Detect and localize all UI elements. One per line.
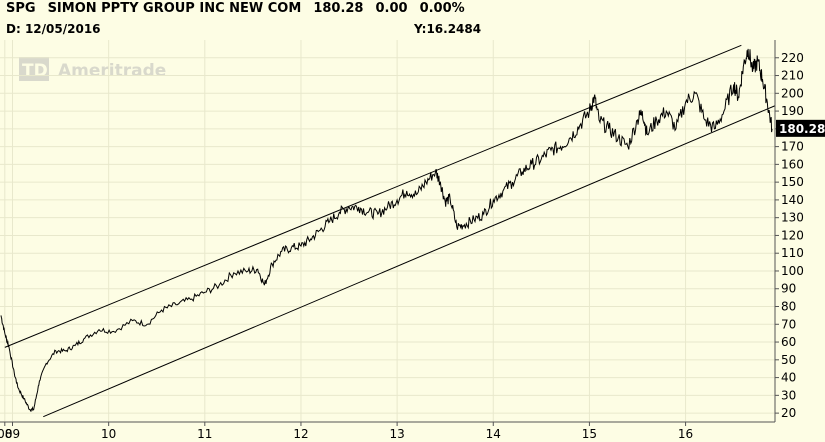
y-axis: 20 30 40 50 60 70 80 90 100 110 120 130 140 150 160 170… (775, 51, 804, 420)
date-readout: D: 12/05/2016 (6, 22, 101, 36)
y-tick-label: 90 (781, 282, 796, 296)
grid (0, 40, 775, 422)
watermark-logo: TD (22, 61, 48, 81)
y-tick-label: 40 (781, 371, 796, 385)
x-tick-label: 10 (101, 427, 116, 441)
price-change: 0.00 (375, 1, 408, 16)
quote-line: SPG SIMON PPTY GROUP INC NEW COM 180.28 0.0… (6, 1, 477, 16)
y-tick-label: 170 (781, 140, 804, 154)
y-tick-label: 220 (781, 51, 804, 65)
last-price-tag-value: 180.28 (779, 122, 825, 136)
y-tick-label: 130 (781, 211, 804, 225)
watermark-text: Ameritrade (58, 61, 166, 81)
channel-line-lower (43, 105, 776, 418)
broker-watermark: TD Ameritrade (19, 57, 166, 81)
price-series (0, 48, 773, 412)
x-tick-label: 08 (0, 427, 12, 441)
last-price-tag-box (776, 119, 825, 137)
y-tick-label: 80 (781, 300, 796, 314)
y-tick-label: 70 (781, 317, 796, 331)
company-name: SIMON PPTY GROUP INC NEW COM (47, 1, 302, 16)
y-tick-label: 140 (781, 193, 804, 207)
last-price: 180.28 (313, 1, 364, 16)
x-tick-label: 09 (5, 427, 20, 441)
y-tick-label: 150 (781, 175, 804, 189)
y-tick-label: 190 (781, 104, 804, 118)
y-tick-label: 120 (781, 228, 804, 242)
y-tick-label: 20 (781, 406, 796, 420)
y-tick-label: 210 (781, 69, 804, 83)
watermark-logo-box (19, 57, 49, 81)
x-tick-label: 12 (293, 427, 308, 441)
y-tick-label: 30 (781, 388, 796, 402)
x-tick-label: 13 (389, 427, 404, 441)
y-tick-label: 60 (781, 335, 796, 349)
x-tick-label: 16 (678, 427, 693, 441)
y-tick-label: 200 (781, 86, 804, 100)
y-tick-label: 110 (781, 246, 804, 260)
price-change-pct: 0.00% (419, 1, 465, 16)
date-label: D: (6, 22, 21, 36)
price-line (0, 48, 773, 412)
last-price-tag: 180.28 (776, 119, 825, 137)
chart-header: SPG SIMON PPTY GROUP INC NEW COM 180.28 0.0… (6, 1, 477, 36)
symbol: SPG (6, 1, 36, 16)
y-tick-label: 160 (781, 157, 804, 171)
y-tick-label: 50 (781, 353, 796, 367)
trend-channel (4, 44, 776, 418)
x-tick-label: 11 (197, 427, 212, 441)
y-tick-label: 100 (781, 264, 804, 278)
x-tick-label: 15 (582, 427, 597, 441)
x-tick-label: 14 (486, 427, 501, 441)
date-value: 12/05/2016 (24, 22, 101, 36)
y-readout: Y:16.2484 (414, 22, 482, 36)
channel-line-upper (4, 44, 742, 348)
